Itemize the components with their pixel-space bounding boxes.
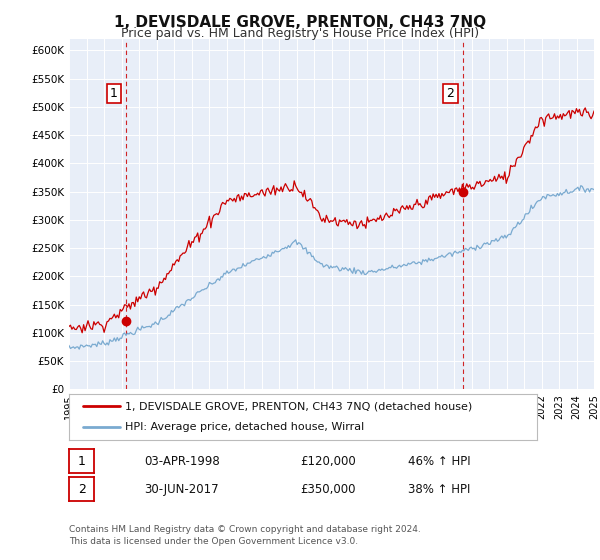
Text: 2: 2 — [77, 483, 86, 496]
Text: 30-JUN-2017: 30-JUN-2017 — [144, 483, 218, 496]
Text: £120,000: £120,000 — [300, 455, 356, 468]
Text: 1: 1 — [77, 455, 86, 468]
Text: 38% ↑ HPI: 38% ↑ HPI — [408, 483, 470, 496]
Text: HPI: Average price, detached house, Wirral: HPI: Average price, detached house, Wirr… — [125, 422, 364, 432]
Text: 2: 2 — [446, 87, 454, 100]
Text: Price paid vs. HM Land Registry's House Price Index (HPI): Price paid vs. HM Land Registry's House … — [121, 27, 479, 40]
Text: 03-APR-1998: 03-APR-1998 — [144, 455, 220, 468]
Text: Contains HM Land Registry data © Crown copyright and database right 2024.
This d: Contains HM Land Registry data © Crown c… — [69, 525, 421, 546]
Text: £350,000: £350,000 — [300, 483, 355, 496]
Text: 46% ↑ HPI: 46% ↑ HPI — [408, 455, 470, 468]
Text: 1, DEVISDALE GROVE, PRENTON, CH43 7NQ: 1, DEVISDALE GROVE, PRENTON, CH43 7NQ — [114, 15, 486, 30]
Text: 1: 1 — [110, 87, 118, 100]
Text: 1, DEVISDALE GROVE, PRENTON, CH43 7NQ (detached house): 1, DEVISDALE GROVE, PRENTON, CH43 7NQ (d… — [125, 401, 472, 411]
